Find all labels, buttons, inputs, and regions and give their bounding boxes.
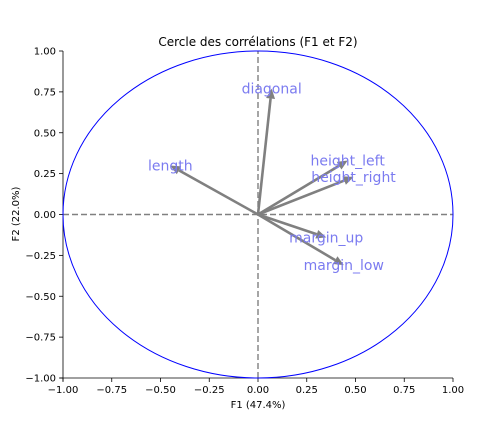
y-tick-label: 0.00 [34,210,56,221]
x-tick-label: 0.75 [393,385,415,396]
plot-area: diagonal length height_leftheight_rightmar… [63,51,453,378]
x-tick-label: 0.25 [296,385,318,396]
arrow-diagonal [258,99,271,215]
y-tick-label: 1.00 [34,47,56,58]
x-tick-label: −0.75 [96,385,127,396]
x-tick-label: −0.25 [194,385,225,396]
x-tick-label: 0.00 [247,385,269,396]
x-tick-label: 1.00 [442,385,464,396]
variable-label-diagonal: diagonal [242,82,302,98]
y-tick-label: −0.75 [25,333,56,344]
x-tick-label: 0.50 [344,385,366,396]
y-tick-label: −1.00 [25,374,56,385]
variable-label-length: length [148,158,193,174]
y-tick-label: −0.50 [25,292,56,303]
x-tick-label: −1.00 [48,385,79,396]
variable-label-height_right: height_right [311,170,396,186]
axes: −1.00 −0.75 −0.50 −0.25 0.00 0.25 0.50 0.75 1.00… [25,47,464,397]
arrow-length [179,170,258,214]
y-axis-title: F2 (22.0%) [11,186,22,241]
x-axis-title: F1 (47.4%) [231,400,286,411]
y-tick-label: 0.25 [34,169,56,180]
x-tick-label: −0.50 [145,385,176,396]
y-tick-label: −0.25 [25,251,56,262]
variable-label-margin_up: margin_up [289,230,363,246]
y-tick-label: 0.75 [34,87,56,98]
variable-label-margin_low: margin_low [304,258,384,274]
variable-label-height_left: height_left [311,154,386,170]
y-tick-label: 0.50 [34,128,56,139]
chart-title: Cercle des corrélations (F1 et F2) [158,35,357,49]
